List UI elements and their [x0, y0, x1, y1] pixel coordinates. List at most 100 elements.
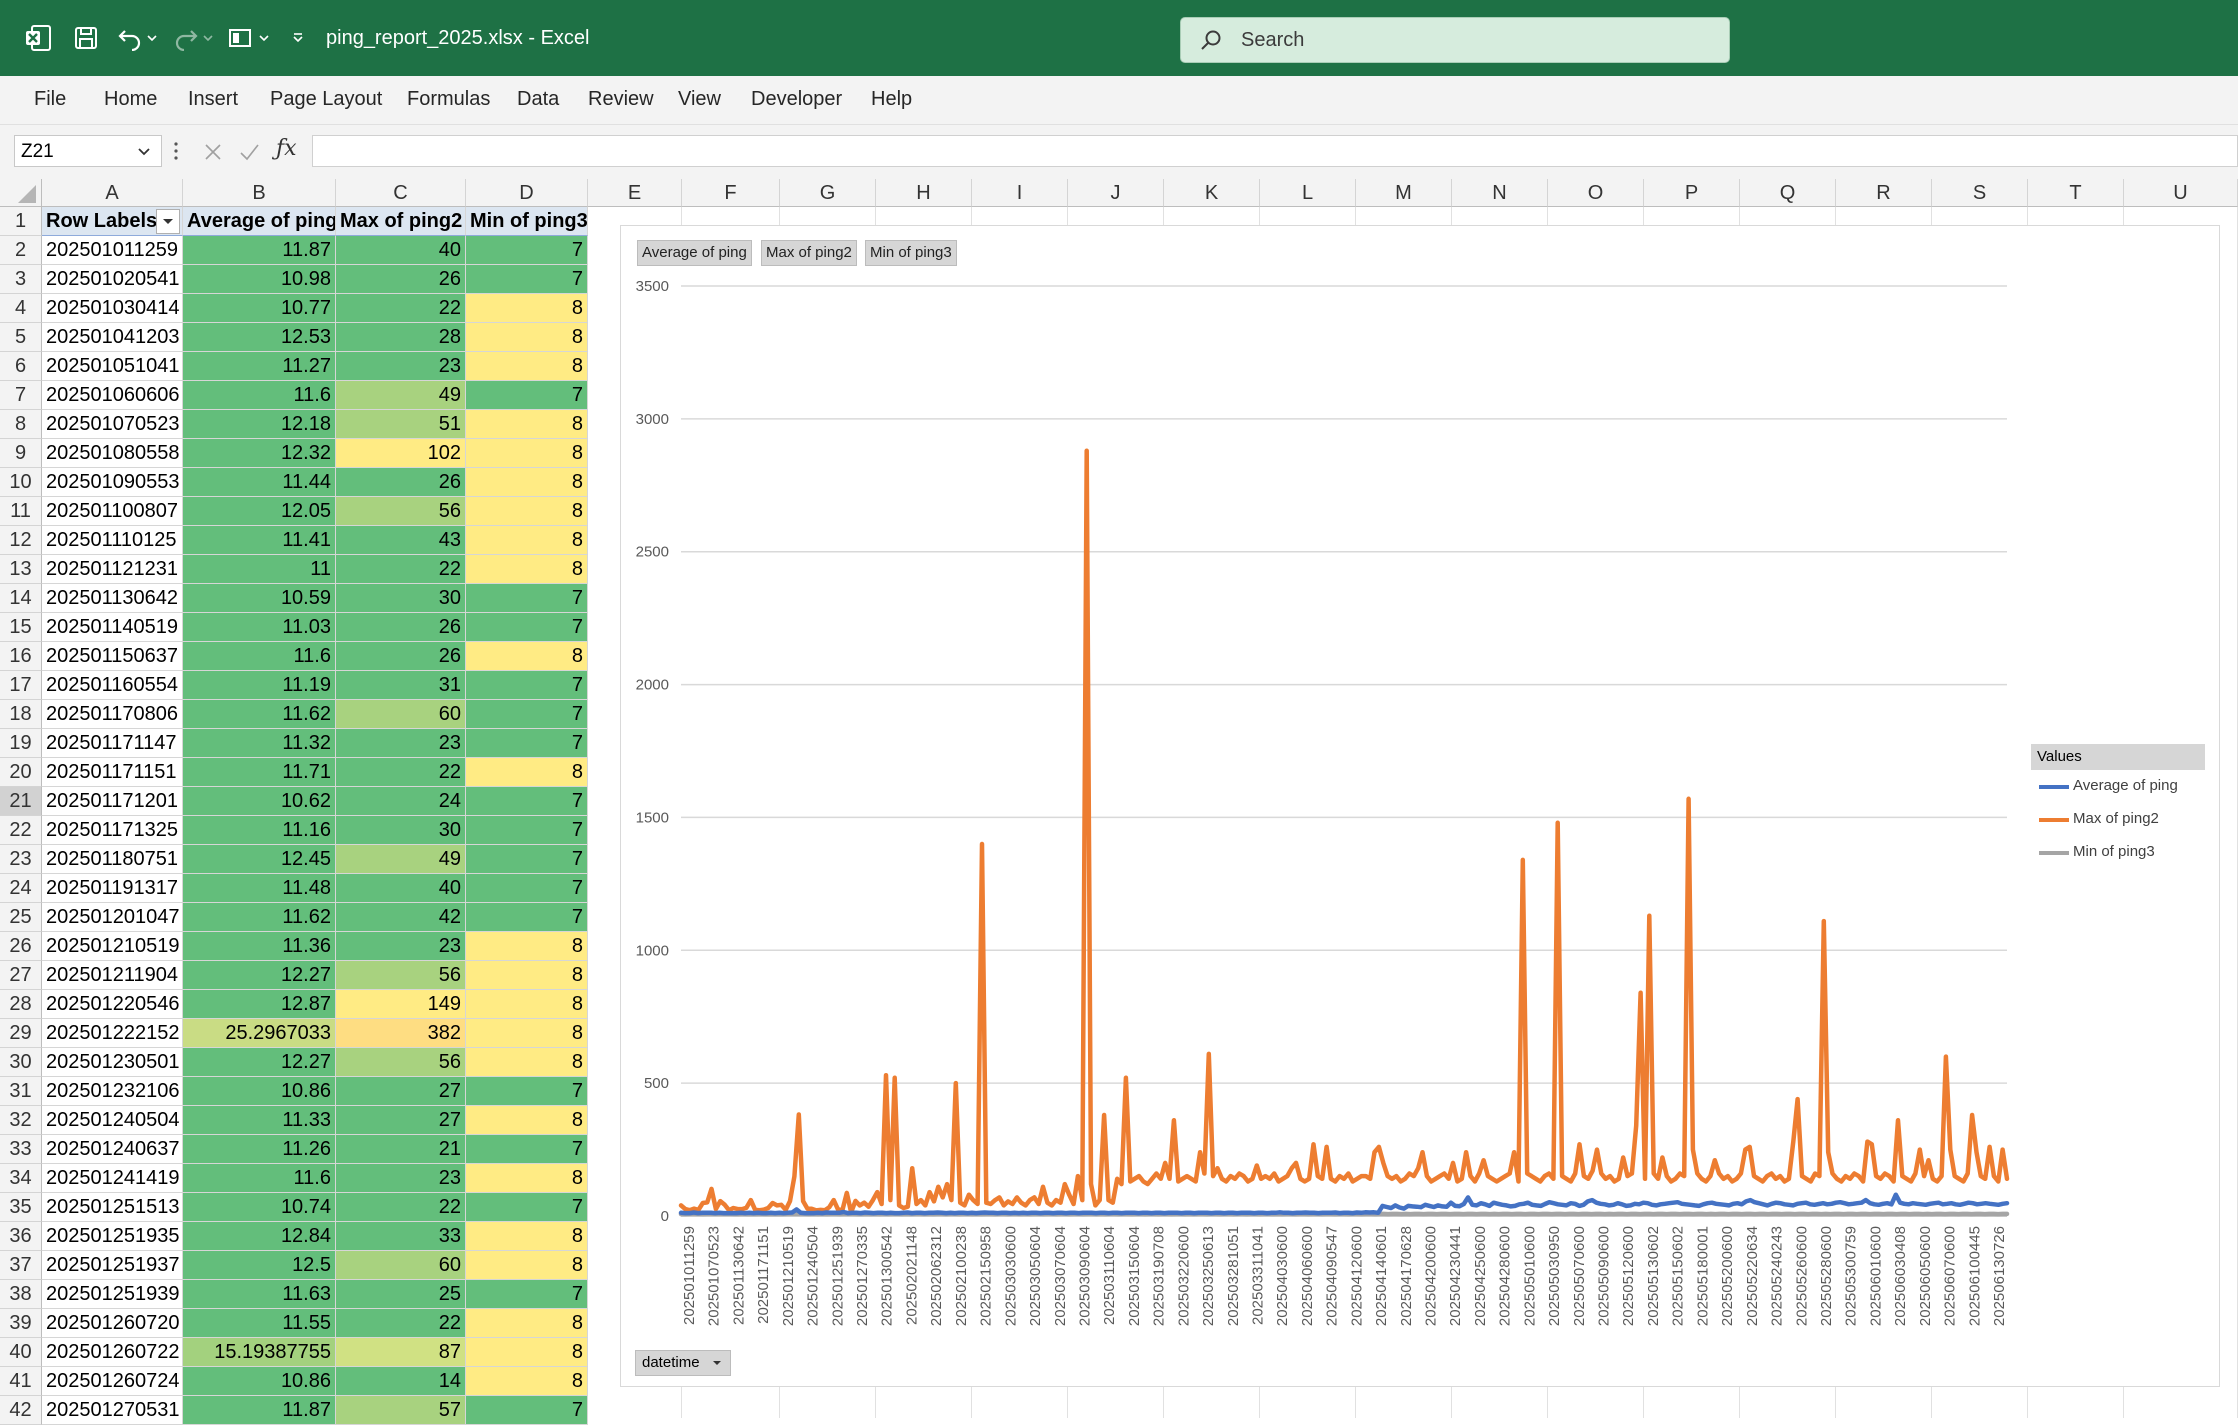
pivot-value-cell[interactable]: 11.63 [183, 1280, 336, 1309]
row-header[interactable]: 29 [0, 1019, 42, 1048]
pivot-value-cell[interactable]: 10.86 [183, 1077, 336, 1106]
pivot-value-cell[interactable]: 11.26 [183, 1135, 336, 1164]
row-header[interactable]: 38 [0, 1280, 42, 1309]
row-header[interactable]: 20 [0, 758, 42, 787]
pivot-row-label[interactable]: 202501211904 [42, 961, 183, 990]
column-header[interactable]: S [1932, 179, 2028, 207]
pivot-row-label[interactable]: 202501191317 [42, 874, 183, 903]
pivot-value-cell[interactable]: 102 [336, 439, 466, 468]
legend-entry-average[interactable]: Average of ping [2031, 770, 2205, 803]
pivot-value-cell[interactable]: 30 [336, 584, 466, 613]
pivot-value-cell[interactable]: 14 [336, 1367, 466, 1396]
column-header[interactable]: J [1068, 179, 1164, 207]
pivot-value-cell[interactable]: 40 [336, 236, 466, 265]
pivot-row-label[interactable]: 202501140519 [42, 613, 183, 642]
row-header[interactable]: 22 [0, 816, 42, 845]
pivot-value-cell[interactable]: 10.74 [183, 1193, 336, 1222]
pivot-value-cell[interactable]: 11.62 [183, 903, 336, 932]
row-header[interactable]: 15 [0, 613, 42, 642]
pivot-value-cell[interactable]: 57 [336, 1396, 466, 1425]
pivot-row-label[interactable]: 202501240637 [42, 1135, 183, 1164]
pivot-row-label[interactable]: 202501260720 [42, 1309, 183, 1338]
row-header[interactable]: 7 [0, 381, 42, 410]
row-header[interactable]: 5 [0, 323, 42, 352]
pivot-value-cell[interactable]: 24 [336, 787, 466, 816]
row-header[interactable]: 21 [0, 787, 42, 816]
pivot-value-cell[interactable]: 8 [466, 439, 588, 468]
pivot-value-cell[interactable]: 8 [466, 1164, 588, 1193]
pivot-row-label[interactable]: 202501210519 [42, 932, 183, 961]
pivot-value-cell[interactable]: 25 [336, 1280, 466, 1309]
pivot-value-cell[interactable]: 26 [336, 468, 466, 497]
pivot-value-cell[interactable]: 7 [466, 1193, 588, 1222]
axis-field-button-datetime[interactable]: datetime [635, 1350, 731, 1376]
row-header[interactable]: 13 [0, 555, 42, 584]
pivot-row-label[interactable]: 202501230501 [42, 1048, 183, 1077]
pivot-value-cell[interactable]: 12.87 [183, 990, 336, 1019]
tab-formulas[interactable]: Formulas [407, 88, 490, 111]
tab-insert[interactable]: Insert [188, 88, 238, 111]
pivot-value-cell[interactable]: 15.19387755 [183, 1338, 336, 1367]
row-header[interactable]: 26 [0, 932, 42, 961]
pivot-value-cell[interactable]: 12.32 [183, 439, 336, 468]
pivot-value-cell[interactable]: 56 [336, 1048, 466, 1077]
pivot-value-cell[interactable]: 11.48 [183, 874, 336, 903]
column-header[interactable]: Q [1740, 179, 1836, 207]
pivot-row-label[interactable]: 202501090553 [42, 468, 183, 497]
pivot-value-cell[interactable]: 7 [466, 1077, 588, 1106]
row-header[interactable]: 36 [0, 1222, 42, 1251]
row-header[interactable]: 8 [0, 410, 42, 439]
row-header[interactable]: 39 [0, 1309, 42, 1338]
pivot-value-cell[interactable]: 8 [466, 1222, 588, 1251]
pivot-value-cell[interactable]: 11.87 [183, 236, 336, 265]
pivot-value-cell[interactable]: 8 [466, 961, 588, 990]
pivot-value-cell[interactable]: 8 [466, 323, 588, 352]
row-header[interactable]: 11 [0, 497, 42, 526]
pivot-value-cell[interactable]: 8 [466, 932, 588, 961]
pivot-value-cell[interactable]: 28 [336, 323, 466, 352]
column-header[interactable]: K [1164, 179, 1260, 207]
row-header[interactable]: 34 [0, 1164, 42, 1193]
tab-review[interactable]: Review [588, 88, 654, 111]
pivot-row-label[interactable]: 202501121231 [42, 555, 183, 584]
pivot-row-label[interactable]: 202501150637 [42, 642, 183, 671]
pivot-value-cell[interactable]: 7 [466, 1396, 588, 1425]
pivot-value-cell[interactable]: 10.86 [183, 1367, 336, 1396]
column-header[interactable]: H [876, 179, 972, 207]
pivot-row-label[interactable]: 202501041203 [42, 323, 183, 352]
chevron-down-icon[interactable] [135, 142, 153, 165]
column-header[interactable]: M [1356, 179, 1452, 207]
pivot-value-cell[interactable]: 12.27 [183, 1048, 336, 1077]
pivot-value-cell[interactable]: 22 [336, 294, 466, 323]
pivot-row-label[interactable]: 202501270531 [42, 1396, 183, 1425]
column-header[interactable]: T [2028, 179, 2124, 207]
pivot-value-cell[interactable]: 11.16 [183, 816, 336, 845]
row-header[interactable]: 4 [0, 294, 42, 323]
pivot-row-label[interactable]: 202501160554 [42, 671, 183, 700]
pivot-row-label[interactable]: 202501060606 [42, 381, 183, 410]
column-header[interactable]: U [2124, 179, 2238, 207]
pivot-value-cell[interactable]: 51 [336, 410, 466, 439]
pivot-value-cell[interactable]: 8 [466, 758, 588, 787]
pivot-value-cell[interactable]: 11.6 [183, 642, 336, 671]
pivot-value-cell[interactable]: 23 [336, 932, 466, 961]
tab-file[interactable]: File [34, 88, 66, 111]
tab-data[interactable]: Data [517, 88, 559, 111]
row-header[interactable]: 9 [0, 439, 42, 468]
pivot-row-label[interactable]: 202501070523 [42, 410, 183, 439]
form-dropdown-icon[interactable] [252, 18, 276, 58]
row-header[interactable]: 35 [0, 1193, 42, 1222]
pivot-value-cell[interactable]: 7 [466, 787, 588, 816]
pivot-value-cell[interactable]: 8 [466, 555, 588, 584]
column-header[interactable]: B [183, 179, 336, 207]
pivot-value-cell[interactable]: 7 [466, 381, 588, 410]
pivot-value-cell[interactable]: 7 [466, 1135, 588, 1164]
pivot-value-cell[interactable]: 8 [466, 990, 588, 1019]
pivot-value-cell[interactable]: 23 [336, 1164, 466, 1193]
insert-function-icon[interactable]: ƒx [276, 136, 297, 161]
pivot-row-label[interactable]: 202501260724 [42, 1367, 183, 1396]
column-header[interactable]: A [42, 179, 183, 207]
pivot-value-cell[interactable]: 11.62 [183, 700, 336, 729]
pivot-value-cell[interactable]: 8 [466, 1106, 588, 1135]
pivot-value-cell[interactable]: 22 [336, 1309, 466, 1338]
